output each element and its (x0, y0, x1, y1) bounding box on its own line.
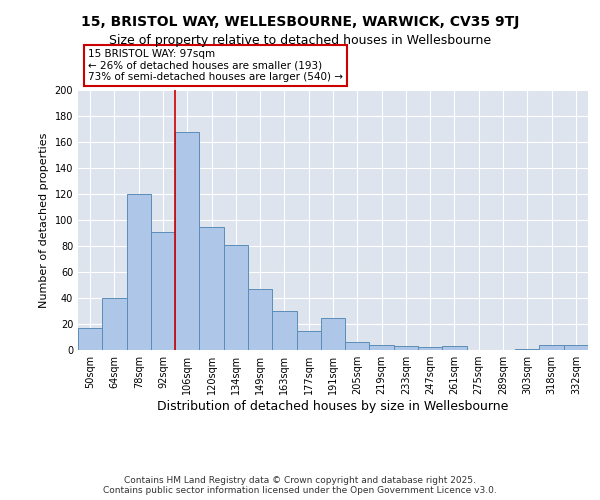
Bar (394, 346, 418, 350)
Bar (224, 244, 248, 350)
Bar (175, 132, 199, 350)
Bar (564, 345, 588, 350)
Bar (199, 226, 224, 350)
Bar (370, 345, 394, 350)
Bar (515, 348, 539, 350)
Bar (102, 298, 127, 350)
Bar (539, 345, 564, 350)
Bar (127, 194, 151, 350)
Text: Size of property relative to detached houses in Wellesbourne: Size of property relative to detached ho… (109, 34, 491, 47)
Bar (248, 289, 272, 350)
Bar (151, 232, 175, 350)
Y-axis label: Number of detached properties: Number of detached properties (39, 132, 49, 308)
Text: 15, BRISTOL WAY, WELLESBOURNE, WARWICK, CV35 9TJ: 15, BRISTOL WAY, WELLESBOURNE, WARWICK, … (81, 15, 519, 29)
Text: 15 BRISTOL WAY: 97sqm
← 26% of detached houses are smaller (193)
73% of semi-det: 15 BRISTOL WAY: 97sqm ← 26% of detached … (88, 49, 343, 82)
Bar (418, 348, 442, 350)
Bar (272, 311, 296, 350)
Bar (78, 328, 102, 350)
Bar (345, 342, 370, 350)
X-axis label: Distribution of detached houses by size in Wellesbourne: Distribution of detached houses by size … (157, 400, 509, 413)
Bar (442, 346, 467, 350)
Bar (296, 330, 321, 350)
Text: Contains HM Land Registry data © Crown copyright and database right 2025.
Contai: Contains HM Land Registry data © Crown c… (103, 476, 497, 495)
Bar (321, 318, 345, 350)
